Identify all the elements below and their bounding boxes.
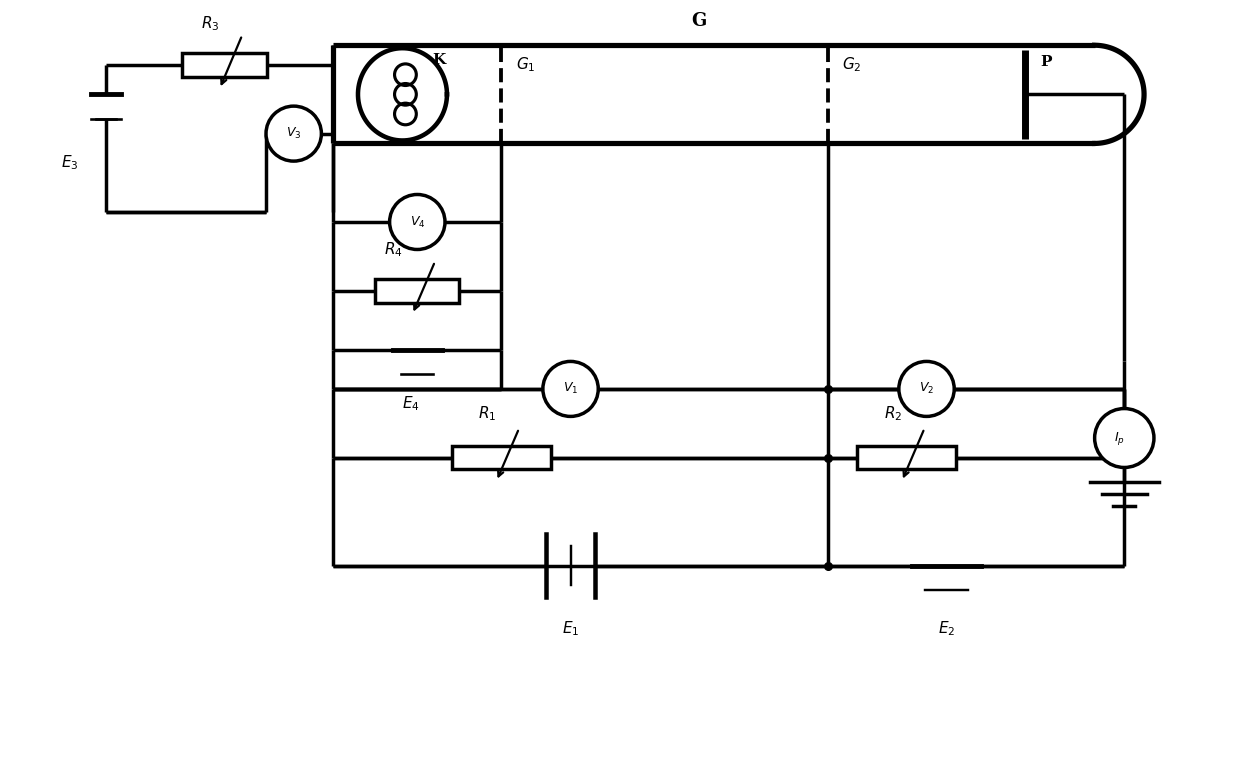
Circle shape (267, 106, 321, 161)
Text: $I_p$: $I_p$ (1114, 430, 1125, 447)
Text: $E_1$: $E_1$ (562, 620, 579, 638)
Text: $V_1$: $V_1$ (563, 381, 578, 397)
Circle shape (543, 361, 598, 416)
Text: G: G (692, 12, 707, 30)
Text: $E_3$: $E_3$ (61, 154, 79, 172)
Circle shape (899, 361, 955, 416)
Bar (451, 446, 551, 469)
Circle shape (1095, 408, 1154, 468)
Circle shape (389, 195, 445, 249)
Text: $R_3$: $R_3$ (201, 15, 219, 34)
Text: P: P (1040, 55, 1052, 69)
Text: $R_4$: $R_4$ (383, 241, 403, 259)
Text: $V_2$: $V_2$ (919, 381, 934, 397)
Bar (376, 279, 459, 302)
Bar (857, 446, 956, 469)
Text: $R_1$: $R_1$ (479, 404, 496, 423)
Text: $E_4$: $E_4$ (403, 394, 420, 412)
Bar (182, 52, 267, 77)
Text: K: K (432, 53, 445, 67)
Text: $R_2$: $R_2$ (884, 404, 901, 423)
Text: $E_2$: $E_2$ (937, 620, 955, 638)
Text: $G_2$: $G_2$ (842, 55, 862, 74)
Text: $V_4$: $V_4$ (409, 215, 425, 229)
Text: $V_3$: $V_3$ (286, 126, 301, 141)
Text: $G_1$: $G_1$ (516, 55, 536, 74)
